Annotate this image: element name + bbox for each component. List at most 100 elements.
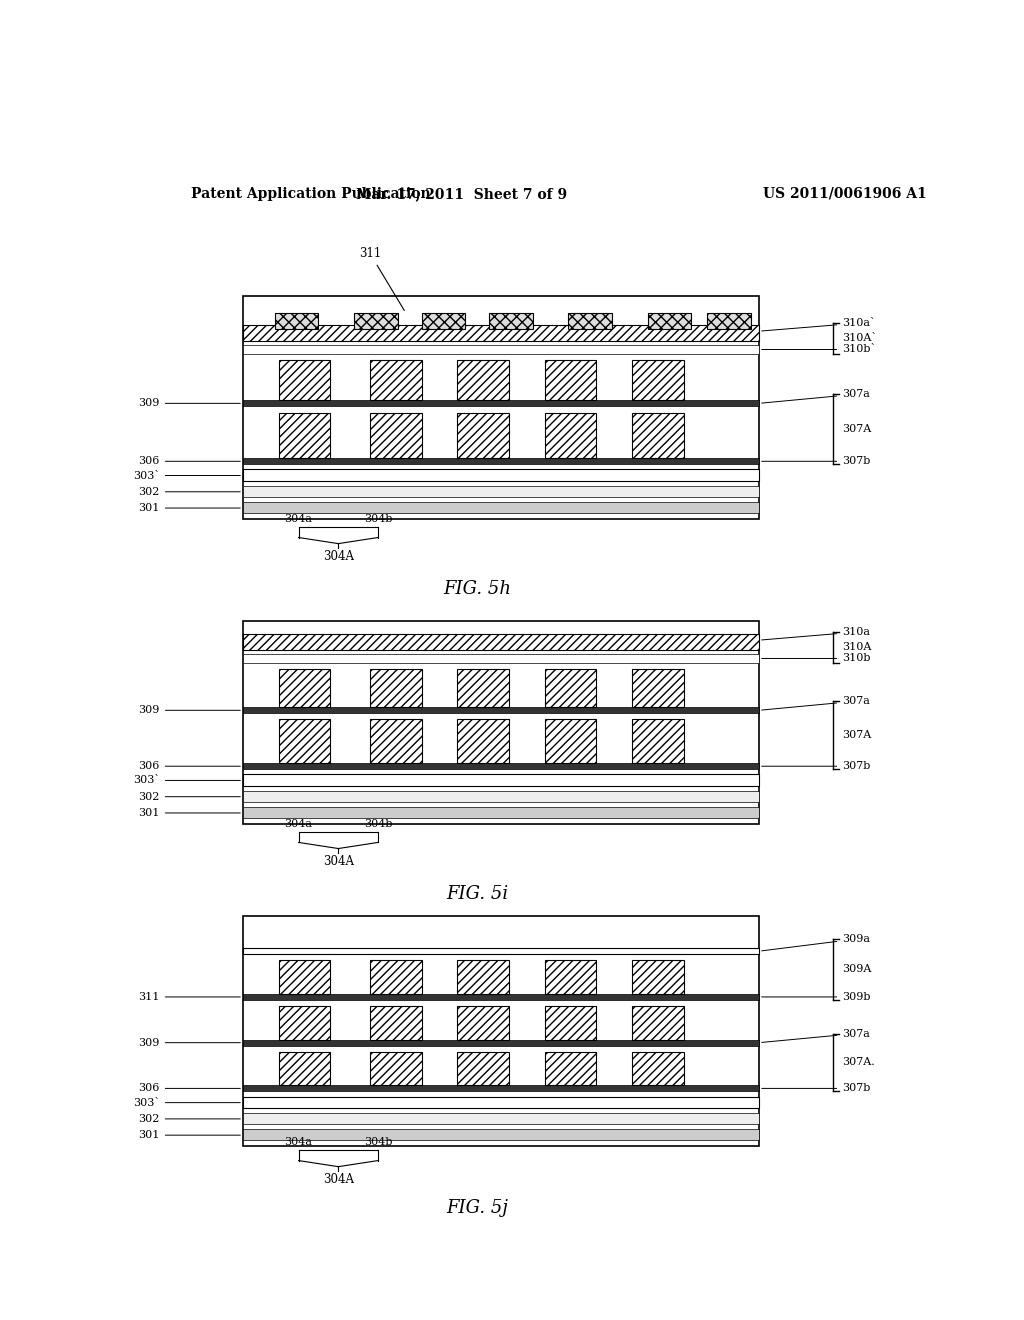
Bar xyxy=(243,1113,759,1125)
Bar xyxy=(632,719,684,763)
Bar xyxy=(545,412,596,458)
Text: 311: 311 xyxy=(359,247,404,310)
Bar xyxy=(458,669,509,708)
Bar xyxy=(489,313,532,329)
Text: 310a`: 310a` xyxy=(762,318,876,331)
Text: 310a: 310a xyxy=(762,627,870,640)
Bar xyxy=(370,719,422,763)
Text: 307a: 307a xyxy=(762,696,870,710)
Bar xyxy=(370,669,422,708)
Text: 303`: 303` xyxy=(133,470,241,480)
Bar xyxy=(279,359,331,400)
Text: 301: 301 xyxy=(138,1130,241,1140)
Bar xyxy=(632,1006,684,1040)
Text: 302: 302 xyxy=(138,1114,241,1123)
Bar xyxy=(708,313,751,329)
Text: 309A: 309A xyxy=(842,965,871,974)
Text: 311: 311 xyxy=(138,991,241,1002)
Text: 306: 306 xyxy=(138,762,241,771)
Bar xyxy=(274,313,318,329)
Bar xyxy=(370,1052,422,1085)
Text: 306: 306 xyxy=(138,457,241,466)
Bar xyxy=(354,313,397,329)
Text: Mar. 17, 2011  Sheet 7 of 9: Mar. 17, 2011 Sheet 7 of 9 xyxy=(355,187,567,201)
Bar xyxy=(279,1052,331,1085)
Text: FIG. 5j: FIG. 5j xyxy=(446,1199,508,1217)
Text: 307A: 307A xyxy=(842,424,871,434)
Text: 304b: 304b xyxy=(364,1138,392,1147)
Bar xyxy=(632,359,684,400)
Text: 304A: 304A xyxy=(323,549,354,562)
Text: 307a: 307a xyxy=(762,1028,870,1043)
Text: 304b: 304b xyxy=(364,820,392,829)
Bar xyxy=(279,961,331,994)
Bar xyxy=(632,1052,684,1085)
Bar xyxy=(243,486,759,496)
Text: FIG. 5i: FIG. 5i xyxy=(446,886,508,903)
Text: US 2011/0061906 A1: US 2011/0061906 A1 xyxy=(763,187,927,201)
Bar xyxy=(243,807,759,818)
Text: 307A.: 307A. xyxy=(842,1057,874,1068)
Bar xyxy=(243,1097,759,1107)
Bar xyxy=(243,994,759,1001)
Bar xyxy=(632,412,684,458)
Text: 301: 301 xyxy=(138,503,241,513)
Text: 310A: 310A xyxy=(842,643,871,652)
Bar xyxy=(458,359,509,400)
Bar xyxy=(568,313,612,329)
Bar xyxy=(632,961,684,994)
Bar xyxy=(545,1006,596,1040)
Bar xyxy=(243,916,759,1146)
Text: 302: 302 xyxy=(138,487,241,496)
Text: 309b: 309b xyxy=(762,991,870,1002)
Bar xyxy=(648,313,691,329)
Bar xyxy=(279,412,331,458)
Text: 303`: 303` xyxy=(133,1098,241,1107)
Bar xyxy=(279,669,331,708)
Bar xyxy=(545,669,596,708)
Bar xyxy=(243,655,759,663)
Bar xyxy=(243,775,759,785)
Text: 307b: 307b xyxy=(762,457,870,466)
Bar xyxy=(458,719,509,763)
Bar xyxy=(632,669,684,708)
Bar xyxy=(243,296,759,519)
Text: 309a: 309a xyxy=(762,935,870,950)
Bar xyxy=(243,620,759,824)
Text: 301: 301 xyxy=(138,808,241,818)
Text: 304a: 304a xyxy=(285,820,312,829)
Bar xyxy=(243,1040,759,1045)
Bar xyxy=(422,313,465,329)
Text: 307b: 307b xyxy=(762,1084,870,1093)
Text: 307b: 307b xyxy=(762,762,870,771)
Bar xyxy=(243,325,759,342)
Text: 309: 309 xyxy=(138,705,241,715)
Text: Patent Application Publication: Patent Application Publication xyxy=(191,187,431,201)
Text: 310b`: 310b` xyxy=(762,345,877,355)
Bar xyxy=(243,400,759,407)
Bar xyxy=(545,1052,596,1085)
Bar xyxy=(370,359,422,400)
Bar xyxy=(545,719,596,763)
Text: 304A: 304A xyxy=(323,854,354,867)
Text: 304b: 304b xyxy=(364,515,392,524)
Text: FIG. 5h: FIG. 5h xyxy=(443,581,511,598)
Text: 303`: 303` xyxy=(133,775,241,785)
Bar xyxy=(243,470,759,480)
Bar xyxy=(545,961,596,994)
Bar xyxy=(243,708,759,713)
Bar xyxy=(458,961,509,994)
Bar xyxy=(545,359,596,400)
Bar xyxy=(243,1129,759,1140)
Bar xyxy=(458,412,509,458)
Text: 309: 309 xyxy=(138,399,241,408)
Bar xyxy=(243,346,759,354)
Text: 310b: 310b xyxy=(762,653,870,664)
Bar xyxy=(243,1085,759,1092)
Text: 310A`: 310A` xyxy=(842,334,878,343)
Bar xyxy=(458,1006,509,1040)
Bar xyxy=(458,1052,509,1085)
Bar xyxy=(370,1006,422,1040)
Bar xyxy=(243,634,759,651)
Text: 304a: 304a xyxy=(285,1138,312,1147)
